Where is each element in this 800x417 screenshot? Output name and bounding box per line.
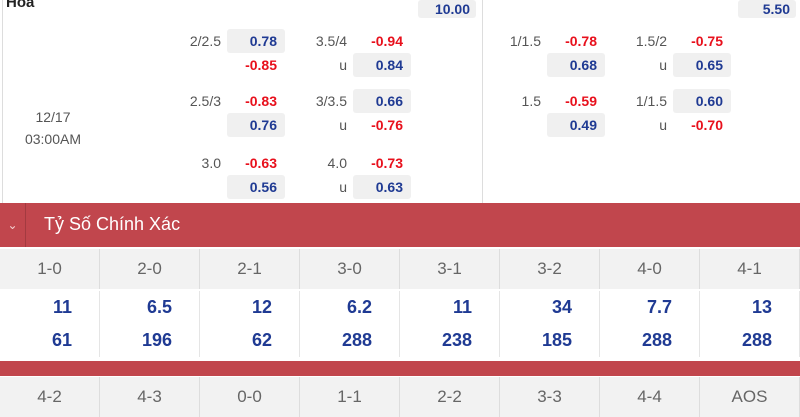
score-odds[interactable]: 13 [700,291,800,324]
score-label: 2-0 [100,249,200,289]
draw-odds-right[interactable]: 5.50 [738,0,796,18]
odds-value[interactable]: 0.65 [673,53,731,77]
score-odds[interactable]: 7.7 [600,291,700,324]
section-band [0,361,800,376]
under-label: u [339,57,347,73]
section-title: Tỷ Số Chính Xác [44,214,181,234]
score-odds[interactable]: 288 [300,324,400,357]
score-label: 0-0 [200,377,300,417]
score-label: 4-2 [0,377,100,417]
line-label: 1.5 [521,93,541,109]
score-label: 2-1 [200,249,300,289]
score-label: 4-3 [100,377,200,417]
match-time: 03:00AM [24,131,82,147]
odds-value[interactable]: 0.63 [353,175,411,199]
line-label: 1.5/2 [635,33,667,49]
panel-divider [482,0,483,203]
score-odds[interactable]: 185 [500,324,600,357]
odds-value[interactable]: -0.63 [245,155,277,171]
odds-value[interactable]: -0.94 [371,33,403,49]
score-odds[interactable]: 196 [100,324,200,357]
odds-row-2: 61 196 62 288 238 185 288 288 [0,324,800,357]
line-label: 3.0 [201,155,221,171]
odds-value[interactable]: 0.78 [227,29,285,53]
odds-value[interactable]: 0.66 [353,89,411,113]
score-label: 1-0 [0,249,100,289]
score-label: AOS [700,377,800,417]
odds-value[interactable]: -0.70 [691,117,723,133]
score-label: 1-1 [300,377,400,417]
draw-label: Hòa [6,0,35,11]
line-label: 3/3.5 [315,93,347,109]
odds-value[interactable]: 0.68 [547,53,605,77]
line-label: 2/2.5 [189,33,221,49]
odds-value[interactable]: -0.78 [565,33,597,49]
score-header-row-2: 4-2 4-3 0-0 1-1 2-2 3-3 4-4 AOS [0,377,800,417]
odds-value[interactable]: -0.76 [371,117,403,133]
score-label: 2-2 [400,377,500,417]
score-label: 3-3 [500,377,600,417]
score-odds[interactable]: 34 [500,291,600,324]
score-label: 3-2 [500,249,600,289]
line-label: 4.0 [327,155,347,171]
score-label: 3-1 [400,249,500,289]
under-label: u [339,117,347,133]
score-label: 3-0 [300,249,400,289]
score-odds[interactable]: 61 [0,324,100,357]
odds-value[interactable]: -0.85 [245,57,277,73]
line-label: 3.5/4 [315,33,347,49]
odds-value[interactable]: 0.84 [353,53,411,77]
left-border [2,0,3,203]
under-label: u [659,117,667,133]
odds-value[interactable]: -0.75 [691,33,723,49]
score-header-row: 1-0 2-0 2-1 3-0 3-1 3-2 4-0 4-1 [0,249,800,289]
under-label: u [659,57,667,73]
score-label: 4-1 [700,249,800,289]
match-date: 12/17 [35,109,71,125]
line-label: 2.5/3 [189,93,221,109]
score-label: 4-4 [600,377,700,417]
score-label: 4-0 [600,249,700,289]
score-odds[interactable]: 11 [400,291,500,324]
odds-value[interactable]: 0.60 [673,89,731,113]
line-label: 1/1.5 [509,33,541,49]
odds-value[interactable]: -0.73 [371,155,403,171]
score-odds[interactable]: 6.2 [300,291,400,324]
odds-value[interactable]: -0.59 [565,93,597,109]
line-label: 1/1.5 [635,93,667,109]
odds-value[interactable]: 0.49 [547,113,605,137]
odds-value[interactable]: 0.76 [227,113,285,137]
odds-value[interactable]: -0.83 [245,93,277,109]
score-odds[interactable]: 288 [700,324,800,357]
score-odds[interactable]: 12 [200,291,300,324]
draw-odds-left[interactable]: 10.00 [418,0,476,18]
chevron-down-icon[interactable]: ⌄ [0,203,26,247]
score-odds[interactable]: 11 [0,291,100,324]
odds-row-1: 11 6.5 12 6.2 11 34 7.7 13 [0,291,800,324]
score-odds[interactable]: 238 [400,324,500,357]
score-odds[interactable]: 288 [600,324,700,357]
section-header[interactable]: ⌄ Tỷ Số Chính Xác [0,203,800,247]
score-odds[interactable]: 62 [200,324,300,357]
odds-value[interactable]: 0.56 [227,175,285,199]
score-odds[interactable]: 6.5 [100,291,200,324]
under-label: u [339,179,347,195]
